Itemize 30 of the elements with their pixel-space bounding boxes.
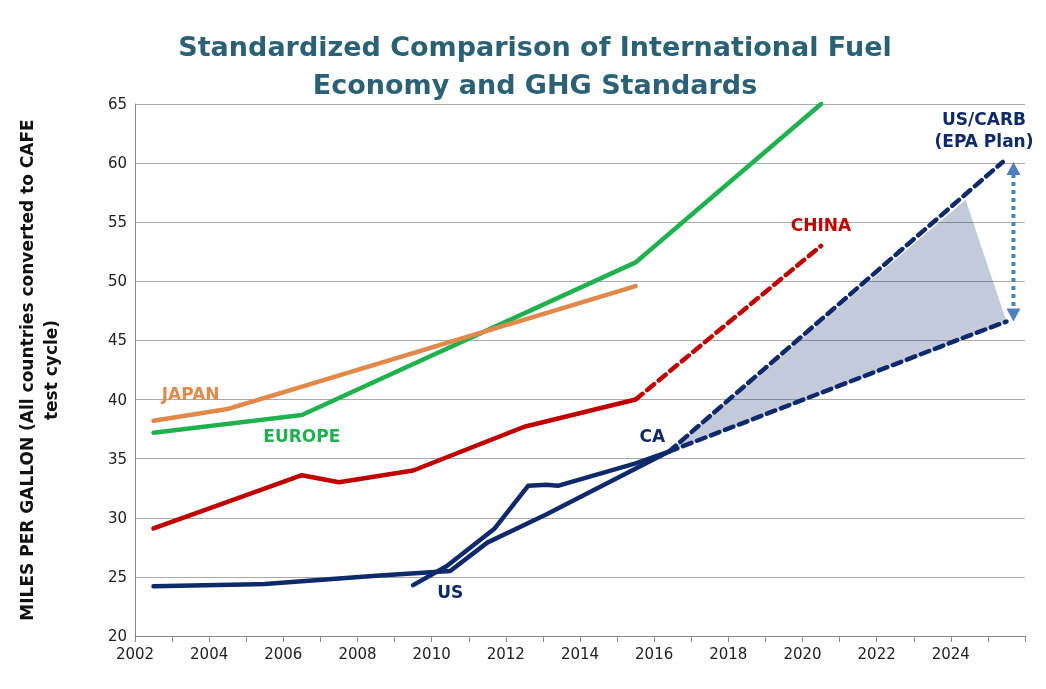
- x-tick-label: 2012: [486, 644, 525, 663]
- series-label: CA: [639, 426, 666, 447]
- series-label: EUROPE: [263, 425, 341, 446]
- y-tick-label: 55: [107, 213, 127, 232]
- x-tick-label: 2018: [709, 644, 748, 663]
- x-tick-label: 2022: [857, 644, 896, 663]
- x-tick-label: 2008: [338, 644, 377, 663]
- y-tick-label: 45: [107, 331, 127, 350]
- y-tick-label: 25: [107, 567, 127, 586]
- y-tick-label: 35: [107, 449, 127, 468]
- series-label: US/CARB (EPA Plan): [934, 108, 1034, 151]
- x-tick-label: 2024: [931, 644, 970, 663]
- chart-title: Standardized Comparison of International Fuel Economy and GHG Standards: [178, 30, 892, 100]
- x-tick-label: 2016: [635, 644, 674, 663]
- y-tick-label: 20: [107, 627, 127, 645]
- x-tick-label: 2020: [783, 644, 822, 663]
- x-tick-label: 2010: [412, 644, 451, 663]
- series-label: US: [437, 581, 464, 602]
- y-tick-label: 40: [107, 390, 127, 409]
- series-label: CHINA: [790, 214, 853, 235]
- series-label: JAPAN: [160, 383, 220, 404]
- y-tick-label: 65: [107, 95, 127, 113]
- y-tick-label: 50: [107, 272, 127, 291]
- x-tick-label: 2006: [264, 644, 303, 663]
- x-tick-label: 2004: [190, 644, 229, 663]
- x-tick-label: 2014: [560, 644, 600, 663]
- y-tick-label: 60: [107, 154, 127, 173]
- x-tick-label: 2002: [115, 644, 155, 663]
- y-axis-title: MILES PER GALLON (All countries converted to CAFE test cycle): [17, 119, 61, 621]
- y-tick-label: 30: [107, 508, 127, 527]
